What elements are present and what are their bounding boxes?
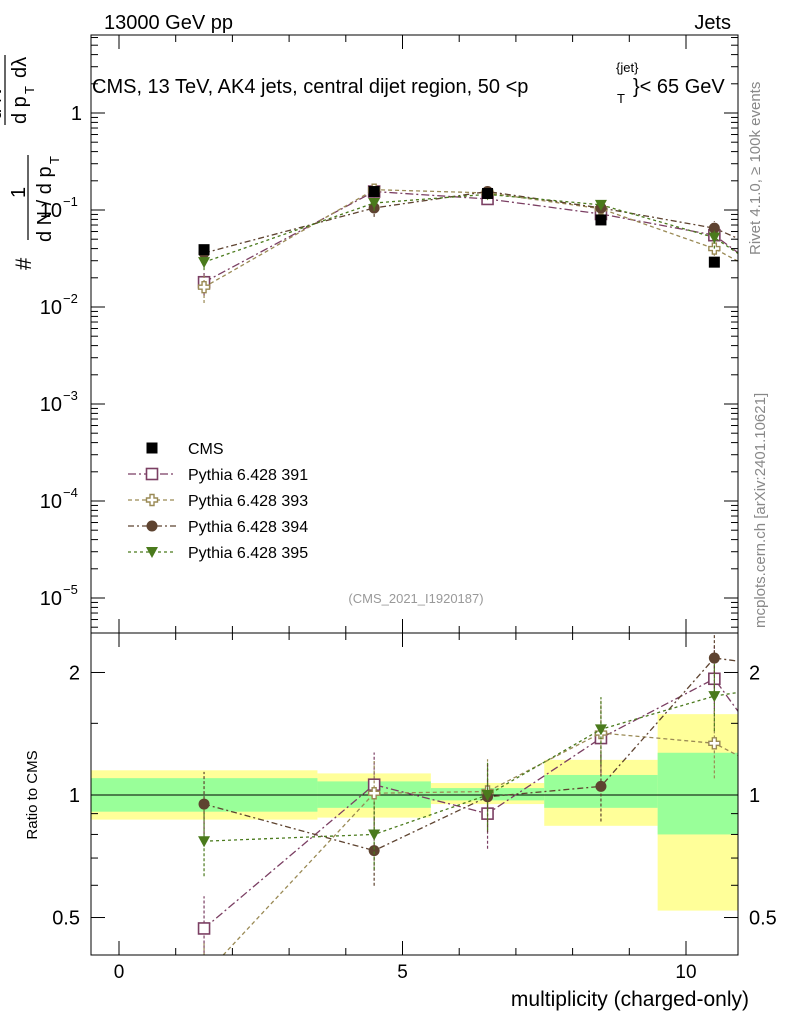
legend-marker-0 bbox=[146, 442, 158, 454]
y-tick-label-main-exp: −4 bbox=[63, 485, 78, 500]
series-2-ratio-point bbox=[708, 737, 721, 750]
series-3-main-point bbox=[708, 222, 720, 234]
cms-data-point bbox=[482, 187, 494, 199]
analysis-tag: (CMS_2021_I1920187) bbox=[348, 591, 483, 606]
y-tick-label-main-base: 10 bbox=[40, 200, 62, 222]
main-plot-frame bbox=[90, 34, 739, 634]
subtitle-main: CMS, 13 TeV, AK4 jets, central dijet reg… bbox=[92, 76, 528, 98]
y-tick-label-main-exp: −5 bbox=[63, 582, 78, 597]
ylabel-one: 1 bbox=[8, 187, 30, 198]
y-tick-label-ratio-left: 0.5 bbox=[52, 908, 80, 930]
series-3-ratio-point bbox=[595, 780, 607, 792]
ratio-plot-frame bbox=[90, 632, 739, 956]
ratio-y-axis-label: Ratio to CMS bbox=[24, 750, 41, 839]
subtitle-sup: {jet} bbox=[616, 60, 639, 75]
subtitle-sub: T bbox=[617, 91, 625, 106]
y-tick-label-main-base: 10 bbox=[40, 297, 62, 319]
legend: CMS Pythia 6.428 391 Pythia 6.428 393 Pythi… bbox=[128, 441, 308, 562]
ylabel-dpt-sub: T bbox=[22, 86, 37, 94]
y-tick-label-main-base: 10 bbox=[40, 491, 62, 513]
y-tick-label-main-base: 10 bbox=[40, 394, 62, 416]
uncertainty-bands bbox=[91, 714, 786, 911]
band-stat-4 bbox=[657, 752, 738, 835]
series-4-main-point bbox=[198, 257, 211, 269]
y-tick-label-ratio-right: 1 bbox=[749, 785, 760, 807]
ylabel-dn-dpt: d N / d p bbox=[34, 166, 56, 242]
y-tick-label-ratio-right: 2 bbox=[749, 662, 760, 684]
legend-marker-1 bbox=[145, 467, 159, 481]
series-4-ratio-point bbox=[481, 790, 494, 801]
y-tick-label-ratio-left: 2 bbox=[69, 662, 80, 684]
series-1-ratio-point bbox=[197, 922, 211, 935]
y-tick-label-main: 1 bbox=[71, 103, 82, 125]
series-4-ratio-point bbox=[708, 691, 721, 703]
ylabel-d: d bbox=[0, 109, 6, 120]
x-axis-label: multiplicity (charged-only) bbox=[511, 988, 749, 1011]
legend-label-4: Pythia 6.428 395 bbox=[188, 545, 308, 562]
y-tick-label-main-base: 10 bbox=[40, 588, 62, 610]
ylabel-n: N bbox=[0, 89, 6, 103]
y-tick-label-main-exp: −3 bbox=[63, 388, 78, 403]
series-3-ratio-point bbox=[198, 798, 210, 810]
legend-marker-3 bbox=[146, 520, 158, 532]
series-4-main-line bbox=[203, 193, 738, 263]
mcplots-label: mcplots.cern.ch [arXiv:2401.10621] bbox=[752, 393, 769, 628]
plot-subtitle: CMS, 13 TeV, AK4 jets, central dijet reg… bbox=[92, 60, 725, 106]
x-tick-label: 5 bbox=[397, 962, 408, 983]
y-tick-label-main-exp: −1 bbox=[63, 194, 78, 209]
series-3-ratio-point bbox=[708, 652, 720, 664]
ylabel-hash-1: # bbox=[11, 257, 36, 270]
series-2-ratio-point bbox=[199, 970, 210, 981]
series-4-ratio-point bbox=[198, 836, 211, 848]
cms-data-point bbox=[198, 244, 210, 256]
ylabel-dlambda: dλ bbox=[9, 57, 31, 78]
series-3-main-line bbox=[203, 190, 738, 254]
legend-marker-2 bbox=[145, 493, 159, 507]
header-right: Jets bbox=[694, 12, 731, 34]
series-2-ratio-point bbox=[367, 787, 381, 800]
series-4-ratio-point bbox=[368, 829, 381, 841]
series-4-main-point bbox=[594, 199, 607, 211]
y-tick-label-ratio-right: 0.5 bbox=[749, 908, 777, 930]
band-stat-5 bbox=[771, 749, 786, 842]
main-series-group bbox=[197, 183, 738, 303]
cms-data-point bbox=[708, 256, 720, 268]
ylabel-dn-dpt-sub: T bbox=[47, 156, 62, 164]
cms-data-point bbox=[595, 214, 607, 226]
series-4-main-point bbox=[708, 232, 721, 244]
rivet-label: Rivet 4.1.0, ≥ 100k events bbox=[747, 82, 764, 255]
ylabel-dpt: d p bbox=[9, 96, 31, 124]
x-tick-label: 10 bbox=[675, 962, 696, 983]
y-tick-label-main-exp: −2 bbox=[63, 291, 78, 306]
series-2-main-point bbox=[197, 281, 211, 294]
header-left: 13000 GeV pp bbox=[104, 12, 233, 34]
legend-label-1: Pythia 6.428 391 bbox=[188, 467, 308, 484]
subtitle-tail: }< 65 GeV bbox=[633, 76, 725, 98]
series-1-main-line bbox=[203, 190, 738, 283]
series-4-ratio-point bbox=[594, 724, 607, 736]
main-y-axis-label: # 1 d N / d p T # d 2 N d p T dλ bbox=[0, 55, 62, 270]
legend-label-0: CMS bbox=[188, 441, 224, 458]
legend-marker-4 bbox=[146, 547, 158, 558]
series-4-main-point bbox=[368, 198, 381, 210]
y-tick-label-ratio-left: 1 bbox=[69, 785, 80, 807]
legend-label-2: Pythia 6.428 393 bbox=[188, 493, 308, 510]
series-3-ratio-point bbox=[368, 845, 380, 857]
x-tick-label: 0 bbox=[114, 962, 125, 983]
ratio-series-group bbox=[197, 633, 738, 981]
series-2-main-line bbox=[203, 189, 738, 288]
legend-label-3: Pythia 6.428 394 bbox=[188, 519, 308, 536]
cms-data-point bbox=[368, 186, 380, 198]
